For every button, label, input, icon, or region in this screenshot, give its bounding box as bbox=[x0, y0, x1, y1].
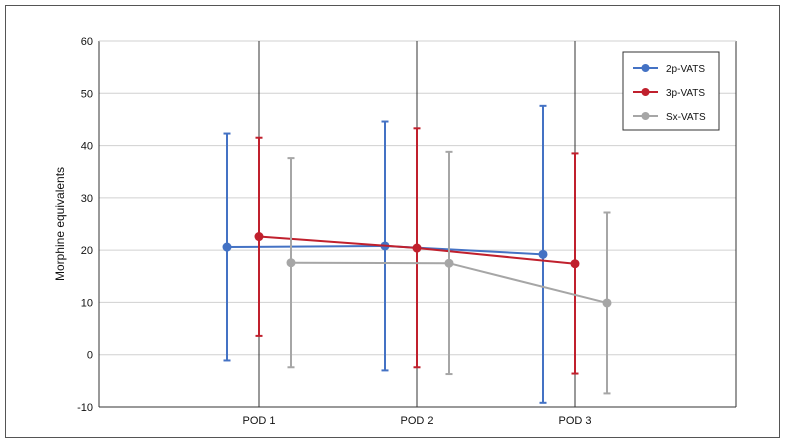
series-layer bbox=[222, 104, 612, 404]
chart-svg: 60 50 40 30 20 10 0 -10 POD 1 POD 2 POD 3 Morphin… bbox=[53, 36, 737, 427]
series-Sx-VATS bbox=[286, 150, 612, 395]
y-tick-label: 40 bbox=[81, 141, 93, 153]
y-tick-labels: 60 50 40 30 20 10 0 -10 bbox=[77, 36, 93, 414]
data-point bbox=[286, 258, 296, 268]
data-point bbox=[602, 298, 612, 308]
legend-marker bbox=[641, 64, 650, 72]
x-tick-label: POD 2 bbox=[400, 415, 433, 427]
series-3p-VATS bbox=[254, 127, 580, 375]
data-point bbox=[538, 249, 548, 259]
y-tick-label: 30 bbox=[81, 193, 93, 205]
legend-label: 2p-VATS bbox=[666, 64, 705, 75]
y-tick-label: 50 bbox=[81, 88, 93, 100]
y-axis-label: Morphine equivalents bbox=[53, 167, 67, 281]
legend-marker bbox=[641, 112, 650, 120]
y-tick-label: 60 bbox=[81, 36, 93, 48]
legend-label: 3p-VATS bbox=[666, 88, 705, 99]
chart-frame: 60 50 40 30 20 10 0 -10 POD 1 POD 2 POD 3 Morphin… bbox=[5, 5, 780, 438]
legend: 2p-VATS 3p-VATS Sx-VATS bbox=[622, 51, 720, 131]
legend-label: Sx-VATS bbox=[666, 112, 706, 123]
data-point bbox=[254, 232, 264, 242]
data-point bbox=[444, 258, 454, 268]
x-tick-label: POD 1 bbox=[242, 415, 275, 427]
y-tick-label: 0 bbox=[87, 350, 93, 362]
y-tick-label: 20 bbox=[81, 245, 93, 257]
series-2p-VATS bbox=[222, 104, 548, 404]
x-tick-labels: POD 1 POD 2 POD 3 bbox=[242, 415, 591, 427]
y-tick-label: -10 bbox=[77, 402, 93, 414]
data-point bbox=[222, 242, 232, 252]
y-tick-label: 10 bbox=[81, 297, 93, 309]
data-point bbox=[412, 243, 422, 253]
data-point bbox=[570, 259, 580, 269]
legend-marker bbox=[641, 88, 650, 96]
x-tick-label: POD 3 bbox=[558, 415, 591, 427]
